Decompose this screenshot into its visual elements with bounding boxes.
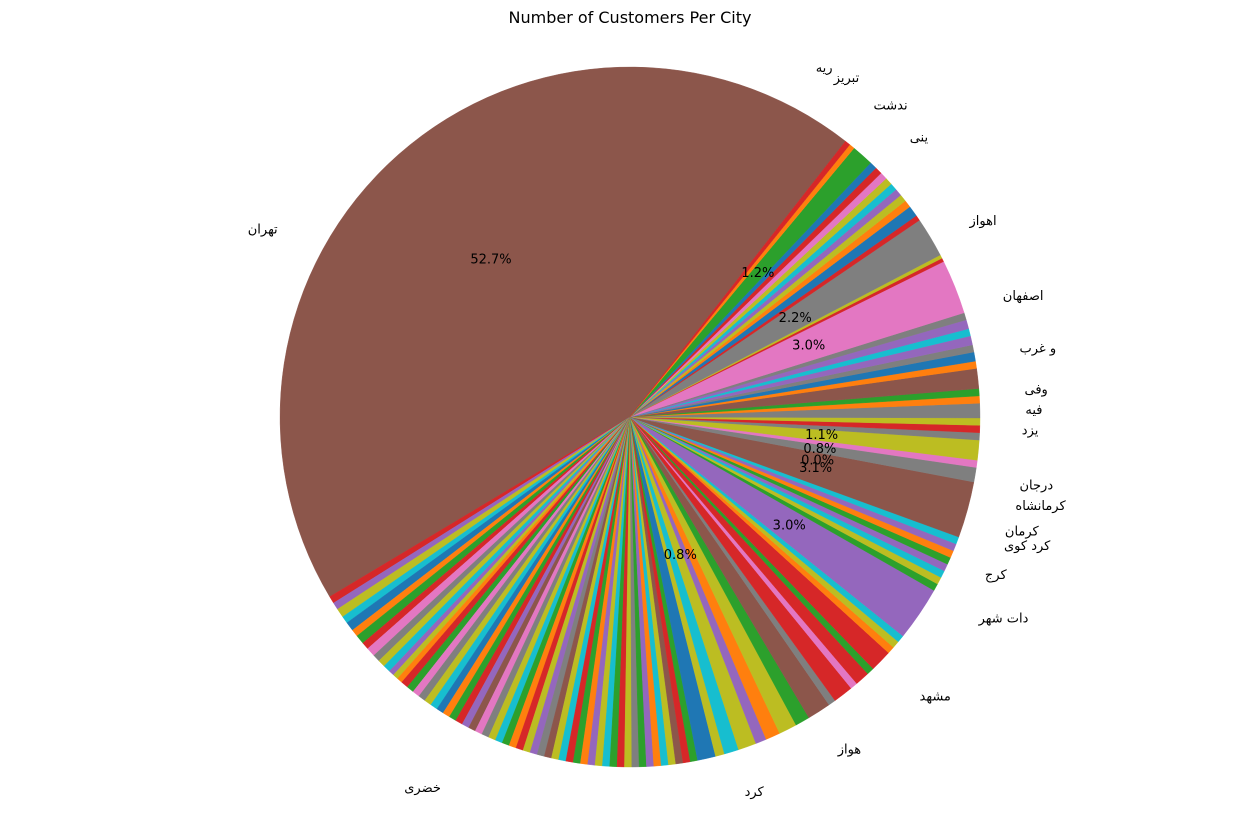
pie-slice-label: کرد کوی — [1004, 539, 1051, 554]
pie-slice-label: کرمانشاه — [1015, 499, 1066, 514]
pie-slice-label: و غرب — [1020, 341, 1057, 356]
pie-slices — [279, 66, 981, 768]
pie-percent-label: 3.0% — [773, 518, 806, 533]
pie-percent-label: 3.0% — [792, 338, 825, 353]
pie-slice-label: دات شهر — [978, 611, 1029, 626]
pie-slice-label: یزد — [1022, 424, 1039, 439]
pie-slice-label: تهران — [248, 223, 278, 238]
pie-percent-label: 0.8% — [664, 548, 697, 563]
pie-slice-label: فیه — [1025, 403, 1042, 418]
pie-percent-label: 2.2% — [779, 311, 812, 326]
pie-slice-label: ینی — [910, 130, 929, 145]
pie-slice-label: اصفهان — [1003, 289, 1044, 304]
pie-slice-label: کرد — [745, 785, 765, 800]
pie-slice-label: تبریز — [833, 71, 860, 86]
pie-outer-labels: تهرانتبریزاهوازاصفهانیزدکرمانشاهکرمانکرد… — [248, 61, 1067, 800]
pie-slice-label: اهواز — [969, 214, 997, 229]
pie-percent-label: 0.8% — [803, 442, 836, 457]
pie-percent-label: 1.1% — [805, 428, 838, 443]
pie-slice-label: وفی — [1025, 382, 1048, 397]
pie-slice-label: ریه — [816, 61, 833, 76]
chart-title: Number of Customers Per City — [509, 8, 752, 27]
pie-percent-label: 0.0% — [801, 453, 834, 468]
pie-slice-label: مشهد — [920, 690, 951, 705]
pie-slice-label: کرج — [985, 568, 1008, 583]
pie-percent-labels: 52.7%3.0%3.1%0.8%1.1%3.0%2.2%1.2%0.0%0.8… — [470, 253, 838, 563]
pie-percent-label: 52.7% — [470, 253, 511, 268]
pie-slice-label: خضری — [404, 781, 441, 796]
pie-percent-label: 3.1% — [799, 461, 832, 476]
pie-percent-label: 1.2% — [741, 266, 774, 281]
pie-slice-label: کرمان — [1005, 525, 1040, 540]
pie-slice — [629, 140, 851, 418]
pie-slice-label: هواز — [837, 742, 862, 757]
pie-slice-label: ندشت — [874, 98, 908, 113]
pie-slice-label: درجان — [1020, 479, 1054, 494]
pie-slice — [279, 66, 846, 597]
